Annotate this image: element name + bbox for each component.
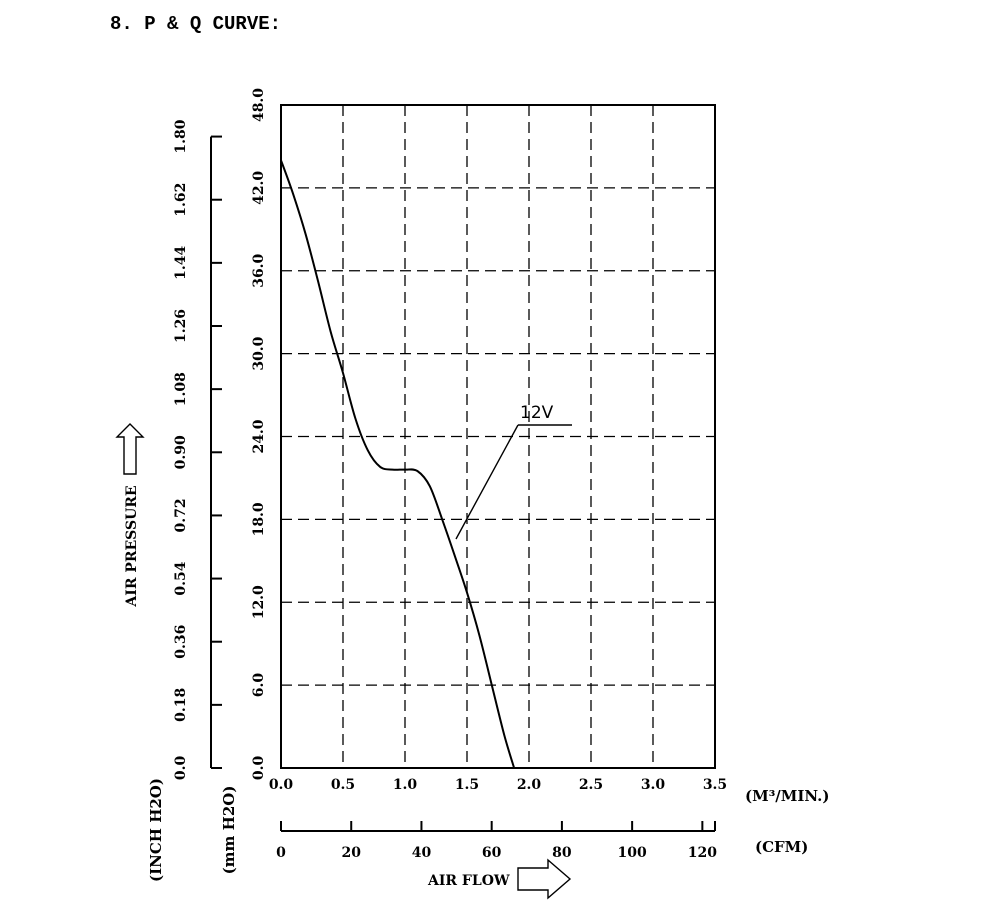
arrow-right-icon <box>517 858 572 900</box>
x-axis-title: AIR FLOW <box>427 873 510 889</box>
x-m3-tick-label: 0.0 <box>269 777 294 793</box>
y-mm-tick-label: 18.0 <box>251 502 267 536</box>
x-cfm-tick-label: 20 <box>341 845 361 861</box>
x-axis-m3-ticks: 0.0 0.5 1.0 1.5 2.0 2.5 3.0 3.5 <box>269 777 727 793</box>
x-m3-tick-label: 1.0 <box>393 777 418 793</box>
y-inch-tick-label: 1.26 <box>173 309 189 343</box>
y-unit-inch: (INCH H2O) <box>147 778 165 882</box>
y-inch-tick-label: 0.18 <box>173 688 189 722</box>
plot-frame <box>280 104 716 769</box>
x-unit-cfm: (CFM) <box>755 838 808 856</box>
y-inch-tick-label: 0.90 <box>173 435 189 469</box>
y-inch-tick-label: 0.72 <box>173 498 189 532</box>
y-mm-tick-label: 0.0 <box>251 756 267 781</box>
x-m3-tick-label: 1.5 <box>455 777 479 793</box>
x-cfm-tick-label: 100 <box>618 845 647 861</box>
grid-lines <box>281 105 715 768</box>
y-mm-tick-label: 24.0 <box>251 419 267 453</box>
curve-label-leader <box>455 424 519 540</box>
x-cfm-tick-label: 60 <box>482 845 502 861</box>
y-mm-tick-label: 42.0 <box>251 171 267 205</box>
y-unit-mm: (mm H2O) <box>220 786 238 875</box>
section-title: 8. P & Q CURVE: <box>110 13 281 35</box>
arrow-up-icon <box>115 423 145 475</box>
x-cfm-tick-label: 80 <box>552 845 572 861</box>
y-inch-tick-label: 1.62 <box>173 183 189 217</box>
y-mm-tick-label: 6.0 <box>251 673 267 698</box>
y-axis-title: AIR PRESSURE <box>124 485 140 607</box>
x-cfm-tick-label: 40 <box>412 845 432 861</box>
y-inch-tick-label: 1.80 <box>173 119 189 153</box>
y-inch-tick-label: 0.36 <box>173 625 189 659</box>
x-m3-tick-label: 2.0 <box>517 777 542 793</box>
x-m3-tick-label: 2.5 <box>579 777 603 793</box>
x-m3-tick-label: 3.0 <box>641 777 666 793</box>
y-axis-inch: 0.0 0.18 0.36 0.54 0.72 0.90 1.08 1.26 1.44 1.62 1… <box>173 119 222 780</box>
x-m3-tick-label: 3.5 <box>703 777 727 793</box>
x-cfm-tick-label: 120 <box>688 845 717 861</box>
y-mm-tick-label: 12.0 <box>251 585 267 619</box>
series-12v-label: 12V <box>520 403 554 423</box>
x-axis-cfm: 0 20 40 60 80 100 120 <box>276 821 717 861</box>
x-m3-tick-label: 0.5 <box>331 777 355 793</box>
y-mm-tick-label: 30.0 <box>251 336 267 370</box>
y-axis-mm-ticks: 0.0 6.0 12.0 18.0 24.0 30.0 36.0 42.0 48.0 <box>251 88 267 780</box>
y-inch-tick-label: 0.54 <box>173 561 189 595</box>
y-mm-tick-label: 36.0 <box>251 253 267 287</box>
series-12v-line <box>280 159 516 769</box>
y-inch-tick-label: 0.0 <box>173 756 189 781</box>
x-cfm-tick-label: 0 <box>276 845 286 861</box>
y-inch-tick-label: 1.44 <box>173 246 189 280</box>
x-unit-m3min: (M³/MIN.) <box>745 787 829 805</box>
y-mm-tick-label: 48.0 <box>251 88 267 122</box>
y-inch-tick-label: 1.08 <box>173 372 189 406</box>
